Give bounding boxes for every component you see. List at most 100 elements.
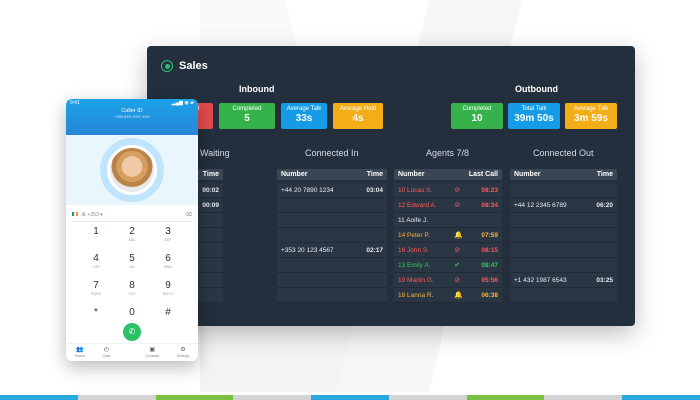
- tab-label: Contacts: [145, 354, 160, 358]
- keypad-key[interactable]: 7 PQRS: [78, 280, 114, 298]
- tab-label: Settings: [176, 354, 190, 358]
- agent-last-call: 05:56: [481, 276, 498, 284]
- agents-table: Number Last Call 10 Lucas S. ⊘ 08:23 12 Edwar…: [394, 169, 502, 303]
- call-button[interactable]: ✆: [123, 323, 141, 341]
- stat-value: 39m 50s: [514, 113, 554, 124]
- inbound-stat-2: Average Talk 33s: [281, 103, 327, 129]
- key-digit: 3: [165, 226, 171, 237]
- keypad-key[interactable]: 9 WXYZ: [150, 280, 186, 298]
- agent-status-icon: ⊘: [454, 202, 461, 209]
- keypad-key[interactable]: 4 GHI: [78, 253, 114, 271]
- keypad-key[interactable]: 2 ABC: [114, 226, 150, 244]
- table-row[interactable]: [277, 273, 387, 288]
- keypad-key[interactable]: 0 +: [114, 307, 150, 325]
- connected-in-table: Number Time +44 20 7890 1234 03:04 +353 20 1…: [277, 169, 387, 303]
- keypad-key[interactable]: 6 MNO: [150, 253, 186, 271]
- table-row[interactable]: +44 12 2345 6789 06:20: [510, 198, 617, 213]
- agent-row[interactable]: 16 John S. ⊘ 08:15: [394, 243, 502, 258]
- strip-segment: [622, 395, 700, 400]
- caller-avatar-area: [66, 135, 198, 205]
- key-letters: TUV: [128, 292, 136, 296]
- agent-last-call: 08:47: [481, 261, 498, 269]
- agent-row[interactable]: 11 Aoife J.: [394, 213, 502, 228]
- agent-status-icon: ✔: [454, 262, 461, 269]
- strip-segment: [233, 395, 312, 400]
- column-header: Time: [596, 171, 613, 178]
- phone-time: 9:41: [70, 100, 80, 106]
- table-row[interactable]: [277, 258, 387, 273]
- agent-row[interactable]: 18 Lanna R. 🔔 06:38: [394, 288, 502, 303]
- agent-name: 11 Aoife J.: [398, 216, 428, 224]
- column-header: Number: [514, 171, 541, 178]
- call-duration: 03:04: [366, 186, 383, 194]
- key-letters: GHI: [92, 265, 100, 269]
- caller-number: +1 432 1987 6543: [514, 276, 567, 284]
- stat-label: Average Hold: [339, 106, 377, 112]
- dashboard-title: Sales: [161, 60, 208, 72]
- table-header: Number Time: [277, 169, 387, 180]
- keypad-key[interactable]: 8 TUV: [114, 280, 150, 298]
- agent-status-icon: 🔔: [454, 292, 463, 299]
- call-duration: 06:20: [596, 201, 613, 209]
- agent-row[interactable]: 14 Peter P. 🔔 07:59: [394, 228, 502, 243]
- tab-settings[interactable]: ⚙ Settings: [177, 347, 190, 358]
- strip-segment: [77, 395, 156, 400]
- key-letters: DEF: [164, 238, 172, 242]
- table-row[interactable]: [277, 228, 387, 243]
- caller-number: +44 20 7890 1234: [281, 186, 334, 194]
- key-digit: 4: [93, 253, 99, 264]
- agent-row[interactable]: 13 Emily A. ✔ 08:47: [394, 258, 502, 273]
- tab-label: Teams: [74, 354, 86, 358]
- key-digit: 7: [93, 280, 99, 291]
- agent-row[interactable]: 12 Edward A. ⊘ 08:34: [394, 198, 502, 213]
- table-row[interactable]: [510, 213, 617, 228]
- table-row[interactable]: +353 20 123 4567 02:17: [277, 243, 387, 258]
- agent-row[interactable]: 10 Lucas S. ⊘ 08:23: [394, 183, 502, 198]
- strip-segment: [544, 395, 623, 400]
- key-letters: JKL: [128, 265, 136, 269]
- country-selector[interactable]: IE +353 ▾: [72, 211, 103, 218]
- tab-label: Calls: [102, 354, 111, 358]
- brand-color-strip: [0, 395, 700, 400]
- keypad-key[interactable]: 5 JKL: [114, 253, 150, 271]
- dial-number-field[interactable]: IE +353 ▾ ⌫: [72, 208, 192, 222]
- key-letters: ABC: [128, 238, 136, 242]
- table-row[interactable]: +44 20 7890 1234 03:04: [277, 183, 387, 198]
- tab-contacts[interactable]: ▣ Contacts: [145, 347, 159, 358]
- waiting-title: Waiting: [200, 148, 230, 158]
- key-letters: PQRS: [91, 292, 101, 296]
- key-digit: 5: [129, 253, 135, 264]
- agent-status-icon: ⊘: [454, 277, 461, 284]
- agents-title: Agents 7/8: [426, 148, 470, 158]
- table-row[interactable]: [277, 198, 387, 213]
- table-row[interactable]: [277, 288, 387, 303]
- tab-teams[interactable]: 👥 Teams: [75, 347, 85, 358]
- keypad-key[interactable]: 3 DEF: [150, 226, 186, 244]
- table-row[interactable]: [510, 243, 617, 258]
- table-row[interactable]: [510, 183, 617, 198]
- tab-icon: ◴: [103, 347, 110, 353]
- stat-label: Average Talk: [573, 106, 609, 112]
- table-row[interactable]: [510, 288, 617, 303]
- tab-calls[interactable]: ◴ Calls: [103, 347, 111, 358]
- key-digit: 8: [129, 280, 135, 291]
- table-row[interactable]: +1 432 1987 6543 03:25: [510, 273, 617, 288]
- caller-id-number: +353 6XX XXX XXX: [114, 114, 150, 119]
- phone-tab-bar: 👥 Teams ◴ Calls ▣ Contacts ⚙ Settings: [66, 343, 198, 361]
- keypad-key[interactable]: *: [78, 307, 114, 325]
- agent-row[interactable]: 19 Martin G. ⊘ 05:56: [394, 273, 502, 288]
- strip-segment: [466, 395, 545, 400]
- stat-value: 10: [471, 113, 483, 124]
- table-row[interactable]: [510, 258, 617, 273]
- key-digit: 9: [165, 280, 171, 291]
- table-row[interactable]: [277, 213, 387, 228]
- inbound-label: Inbound: [239, 84, 275, 94]
- table-header: Number Last Call: [394, 169, 502, 180]
- column-header: Number: [281, 171, 308, 178]
- keypad-key[interactable]: #: [150, 307, 186, 325]
- outbound-stat-2: Average Talk 3m 59s: [565, 103, 617, 129]
- backspace-icon[interactable]: ⌫: [184, 211, 192, 218]
- keypad-key[interactable]: 1: [78, 226, 114, 244]
- key-letters: MNO: [163, 265, 173, 269]
- table-row[interactable]: [510, 228, 617, 243]
